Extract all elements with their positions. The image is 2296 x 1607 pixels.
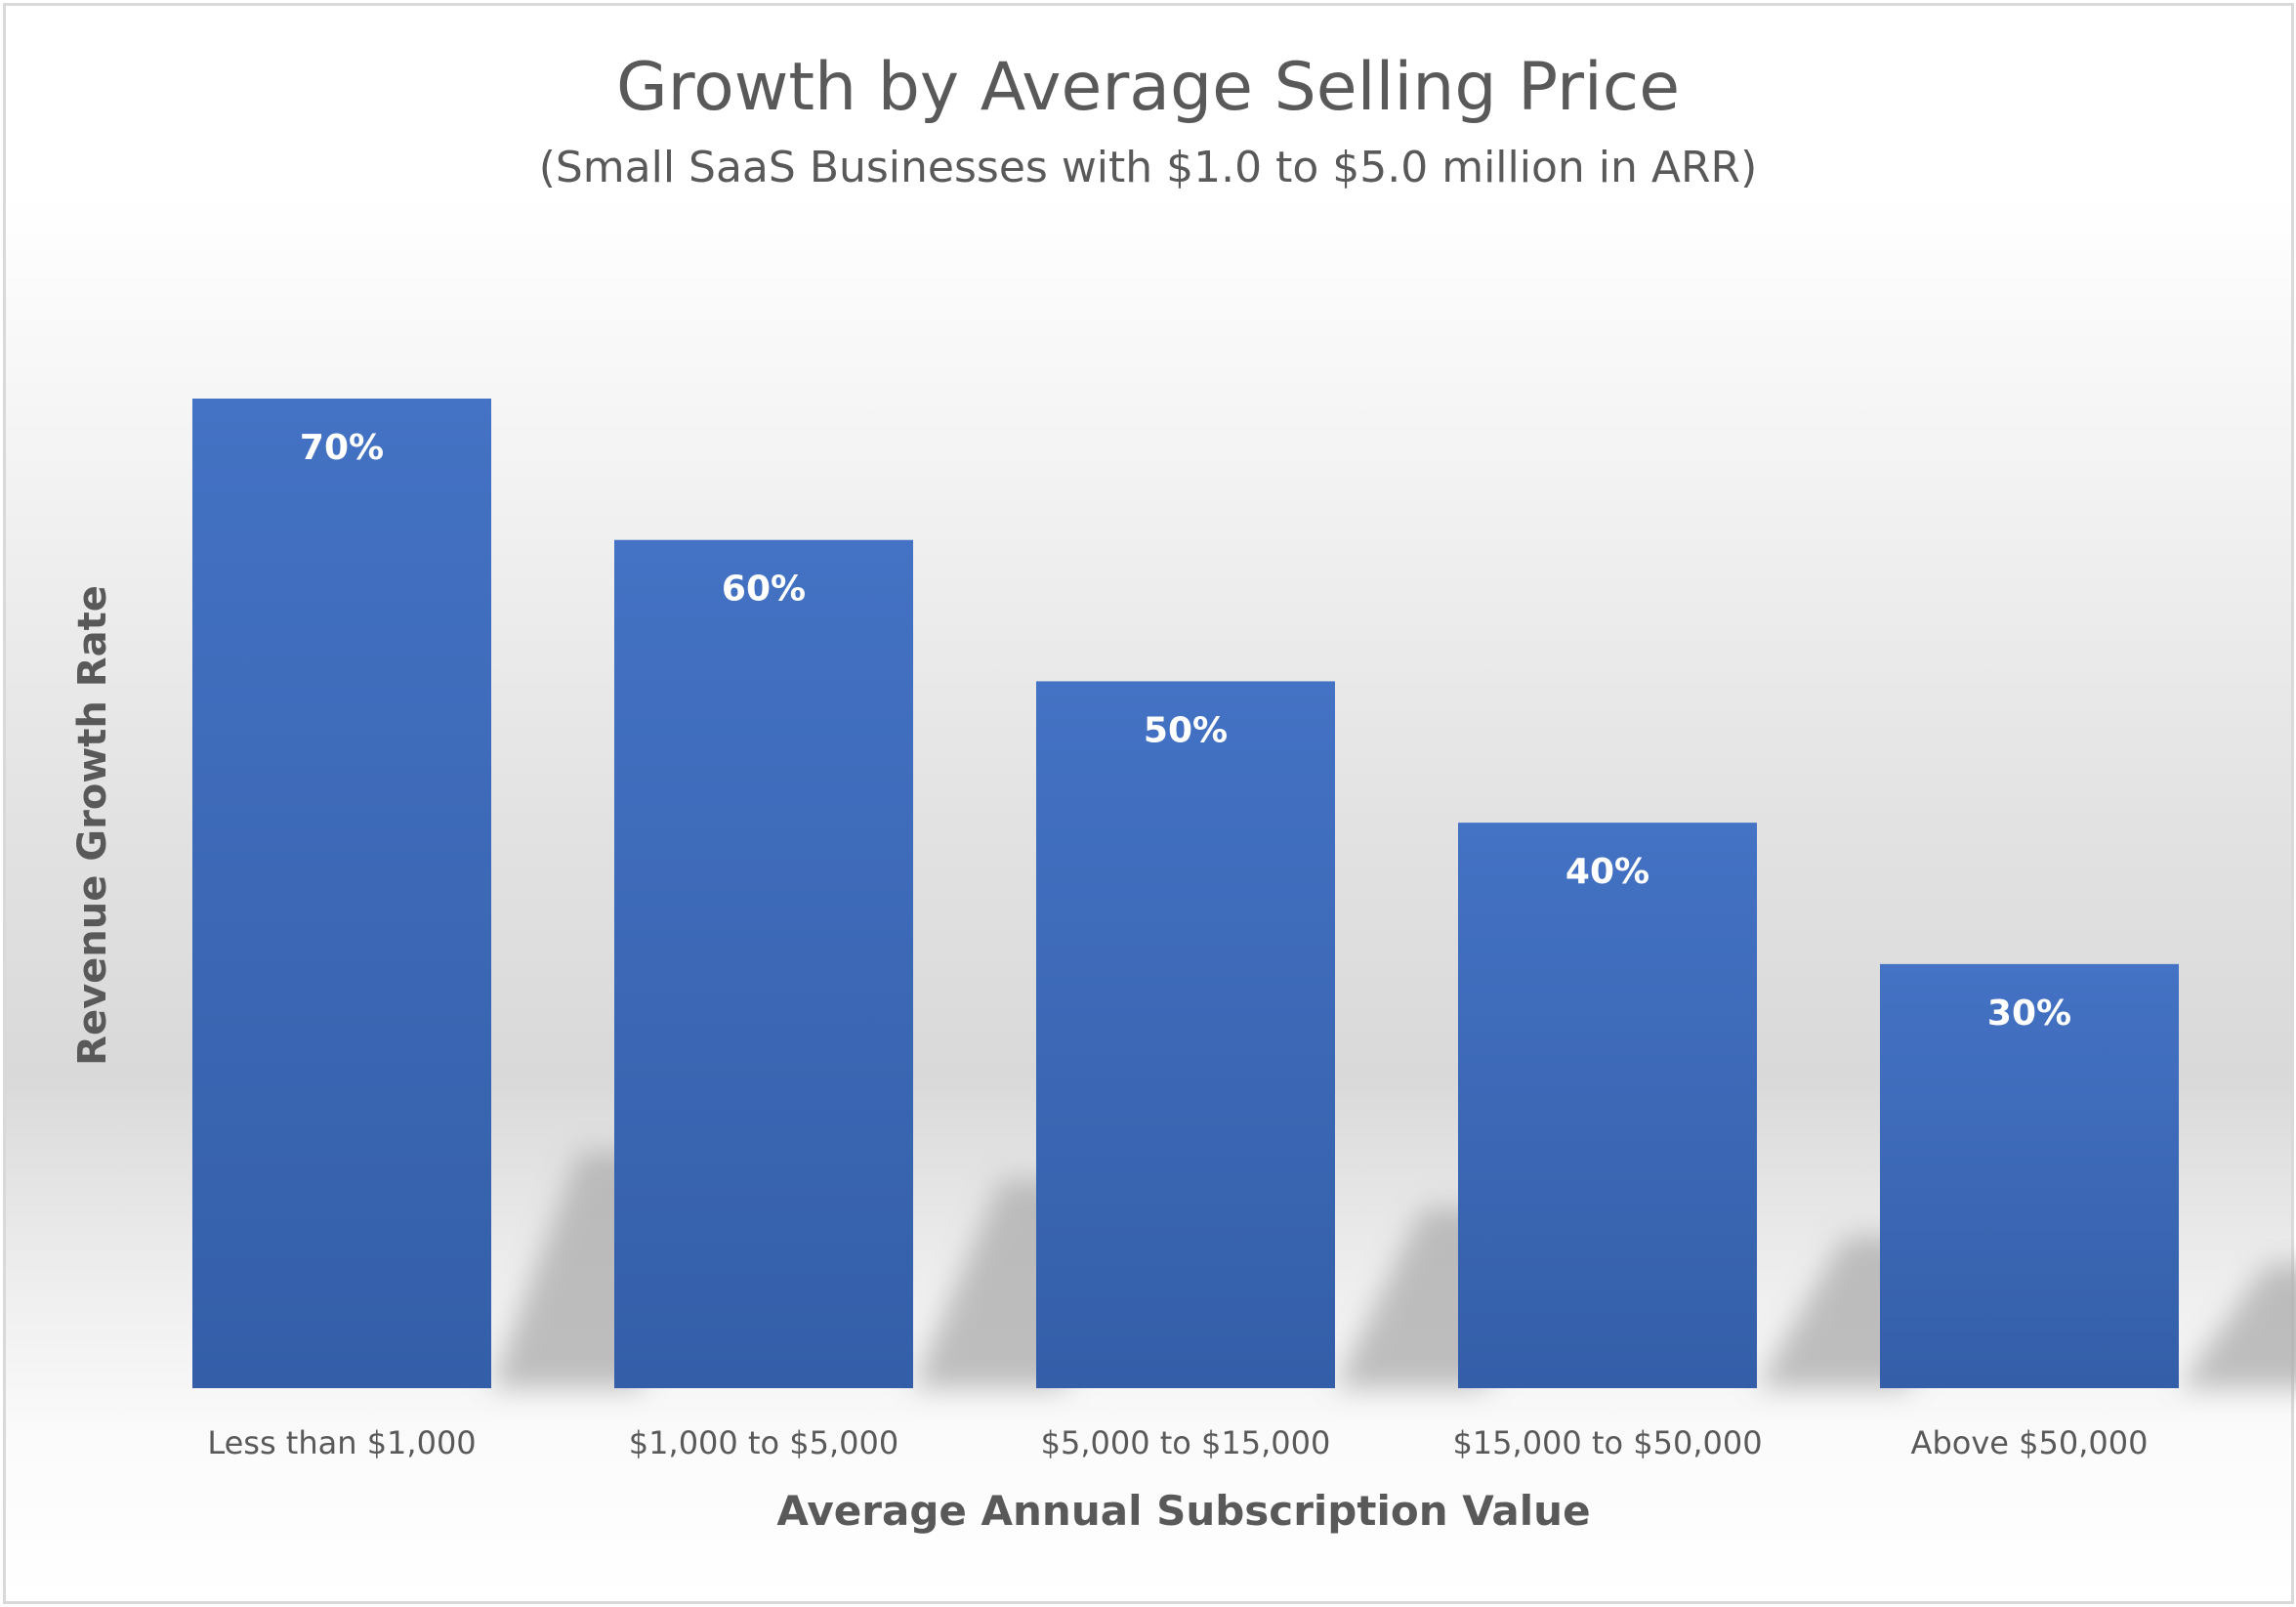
bar [1458, 823, 1757, 1388]
x-axis-title: Average Annual Subscription Value [776, 1487, 1591, 1535]
bar [1880, 963, 2179, 1388]
x-tick-label: $5,000 to $15,000 [1041, 1424, 1331, 1461]
data-label: 70% [300, 428, 384, 468]
data-label: 60% [722, 570, 806, 610]
x-tick-label: Less than $1,000 [207, 1424, 476, 1461]
data-label: 50% [1144, 710, 1228, 750]
bar-shadow [2179, 1264, 2296, 1388]
bar [192, 399, 491, 1388]
data-label: 30% [1987, 994, 2071, 1034]
x-tick-label: $1,000 to $5,000 [629, 1424, 898, 1461]
chart-title: Growth by Average Selling Price [615, 49, 1681, 126]
x-tick-label: Above $50,000 [1911, 1424, 2149, 1461]
chart-subtitle: (Small SaaS Businesses with $1.0 to $5.0… [538, 143, 1758, 192]
bar [1036, 681, 1335, 1388]
x-tick-label: $15,000 to $50,000 [1452, 1424, 1762, 1461]
bar [614, 539, 913, 1388]
data-label: 40% [1565, 852, 1649, 892]
